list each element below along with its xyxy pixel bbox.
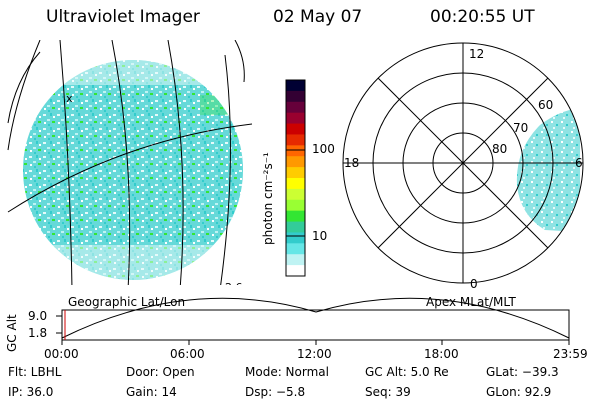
colorbar-tick-10: 10 — [312, 229, 328, 243]
svg-text:2 6: 2 6 — [225, 281, 243, 294]
colorbar-segment — [286, 80, 305, 92]
gain-info: Gain: 14 — [126, 385, 177, 399]
colorbar-segment — [286, 199, 305, 212]
colorbar-segment — [286, 221, 305, 233]
time-tick-1200: 12:00 — [297, 347, 332, 361]
time-tick-2359: 23:59 — [553, 347, 588, 361]
colorbar-unit-label: photon cm⁻²s⁻¹ — [261, 152, 275, 245]
instrument-title: Ultraviolet Imager — [46, 7, 200, 27]
alt-tick-9: 9.0 — [28, 309, 48, 323]
time-tick-1800: 18:00 — [424, 347, 459, 361]
ip-info: IP: 36.0 — [8, 385, 54, 399]
colorbar-segment — [286, 134, 305, 146]
polar-panel — [342, 42, 584, 284]
gc-alt-info: GC Alt: 5.0 Re — [365, 365, 449, 379]
colorbar-tick-100: 100 — [312, 142, 335, 156]
mlt-label-12: 12 — [469, 47, 485, 61]
colorbar-segment — [286, 145, 305, 157]
colorbar-segment — [286, 178, 305, 190]
gc-alt-axis-label: GC Alt — [5, 314, 19, 352]
ring-label-80: 80 — [492, 142, 508, 156]
colorbar-segment — [286, 112, 305, 125]
time-tick-0600: 06:00 — [170, 347, 205, 361]
earth-image-panel: x 2 6 — [7, 40, 253, 294]
colorbar-segment — [286, 243, 305, 255]
colorbar-segment — [286, 167, 305, 179]
ring-label-60: 60 — [538, 98, 554, 112]
geo-grid — [7, 40, 253, 285]
mlt-label-18: 18 — [344, 156, 360, 170]
colorbar-segment — [286, 101, 305, 114]
time-label: 00:20:55 UT — [430, 7, 535, 27]
colorbar-segment — [286, 156, 305, 168]
left-panel-caption: Geographic Lat/Lon — [68, 295, 186, 309]
colorbar-segment — [286, 90, 305, 103]
colorbar-segment — [286, 188, 305, 201]
seq-info: Seq: 39 — [365, 385, 411, 399]
time-tick-0000: 00:00 — [44, 347, 79, 361]
date-label: 02 May 07 — [273, 7, 363, 27]
colorbar-segment — [286, 254, 305, 266]
glon-info: GLon: 92.9 — [486, 385, 552, 399]
mlt-label-0: 0 — [470, 277, 478, 291]
polar-grid — [342, 42, 584, 284]
ring-label-70: 70 — [513, 121, 529, 135]
filter-info: Flt: LBHL — [8, 365, 62, 379]
colorbar — [285, 79, 306, 277]
altitude-trace — [61, 297, 570, 339]
colorbar-segment — [286, 123, 305, 135]
mode-info: Mode: Normal — [245, 365, 329, 379]
colorbar-segment — [286, 265, 305, 277]
pole-marker: x — [66, 92, 73, 105]
mlt-label-6: 6 — [575, 156, 583, 170]
earth-disc — [23, 60, 243, 280]
dsp-info: Dsp: −5.8 — [245, 385, 306, 399]
colorbar-segment — [286, 210, 305, 223]
colorbar-frame — [285, 79, 306, 277]
glat-info: GLat: −39.3 — [486, 365, 559, 379]
altitude-strip — [56, 297, 570, 345]
auroral-oval — [516, 108, 580, 232]
alt-tick-1-8: 1.8 — [28, 326, 48, 340]
door-info: Door: Open — [126, 365, 195, 379]
colorbar-segment — [286, 232, 305, 244]
right-panel-caption: Apex MLat/MLT — [426, 295, 516, 309]
